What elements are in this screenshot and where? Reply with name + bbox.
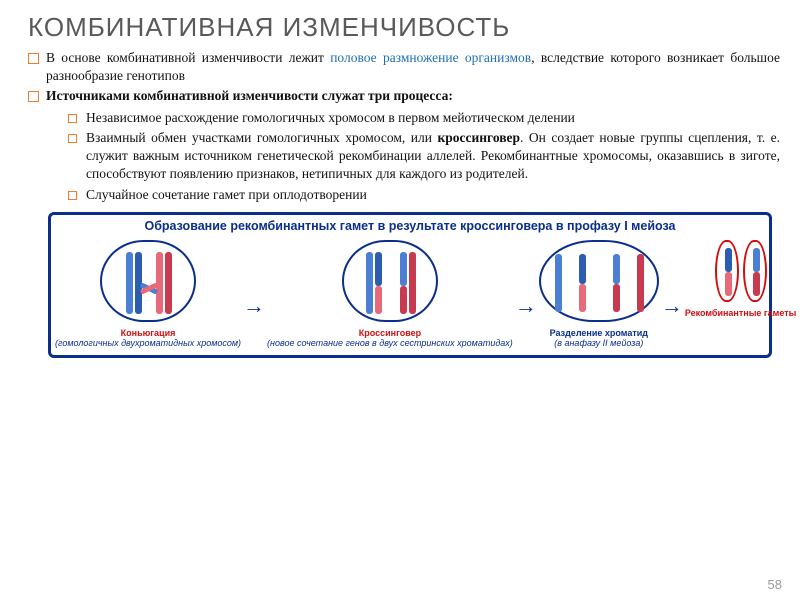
stage-conjugation: Коньюгация(гомологичных двухроматидных х… [55, 240, 241, 349]
diagram: Образование рекомбинантных гамет в резул… [48, 212, 772, 358]
st3-label: Разделение хроматид [550, 328, 648, 338]
arrow-icon: → [243, 293, 265, 319]
s2-pre: Взаимный обмен участками гомологичных хр… [86, 130, 437, 145]
page-number: 58 [768, 577, 782, 592]
arrow-icon: → [661, 293, 683, 319]
b1-pre: В основе комбинативной изменчивости лежи… [46, 50, 330, 65]
bullet-2: Источниками комбинативной изменчивости с… [28, 87, 780, 203]
stage-separation: Разделение хроматид(в анафазу II мейоза) [539, 240, 659, 349]
st1-label: Коньюгация [121, 328, 176, 338]
bullet-1: В основе комбинативной изменчивости лежи… [28, 49, 780, 85]
sub-bullet-1: Независимое расхождение гомологичных хро… [68, 109, 780, 127]
sub-bullet-2: Взаимный обмен участками гомологичных хр… [68, 129, 780, 184]
st2-label: Кроссинговер [359, 328, 421, 338]
diagram-body: Коньюгация(гомологичных двухроматидных х… [51, 236, 769, 355]
s2-highlight: кроссинговер [437, 130, 520, 145]
b1-highlight: половое размножение организмов [330, 50, 531, 65]
content-area: В основе комбинативной изменчивости лежи… [0, 47, 800, 204]
st2-sub: (новое сочетание генов в двух сестрински… [267, 338, 513, 348]
gamete-recomb-1 [715, 240, 739, 302]
st3-sub: (в анафазу II мейоза) [554, 338, 643, 348]
gamete-recomb-2 [743, 240, 767, 302]
st1-sub: (гомологичных двухроматидных хромосом) [55, 338, 241, 348]
diagram-title: Образование рекомбинантных гамет в резул… [51, 215, 769, 236]
stage-crossover: Кроссинговер(новое сочетание генов в дву… [267, 240, 513, 349]
stage-gametes: Рекомбинантные гаметы Исходные гаметы [685, 240, 800, 318]
b2-text: Источниками комбинативной изменчивости с… [46, 88, 453, 103]
gamete-recomb-label: Рекомбинантные гаметы [685, 309, 797, 318]
sub-bullet-3: Случайное сочетание гамет при оплодотвор… [68, 186, 780, 204]
page-title: КОМБИНАТИВНАЯ ИЗМЕНЧИВОСТЬ [0, 0, 800, 47]
arrow-icon: → [515, 293, 537, 319]
